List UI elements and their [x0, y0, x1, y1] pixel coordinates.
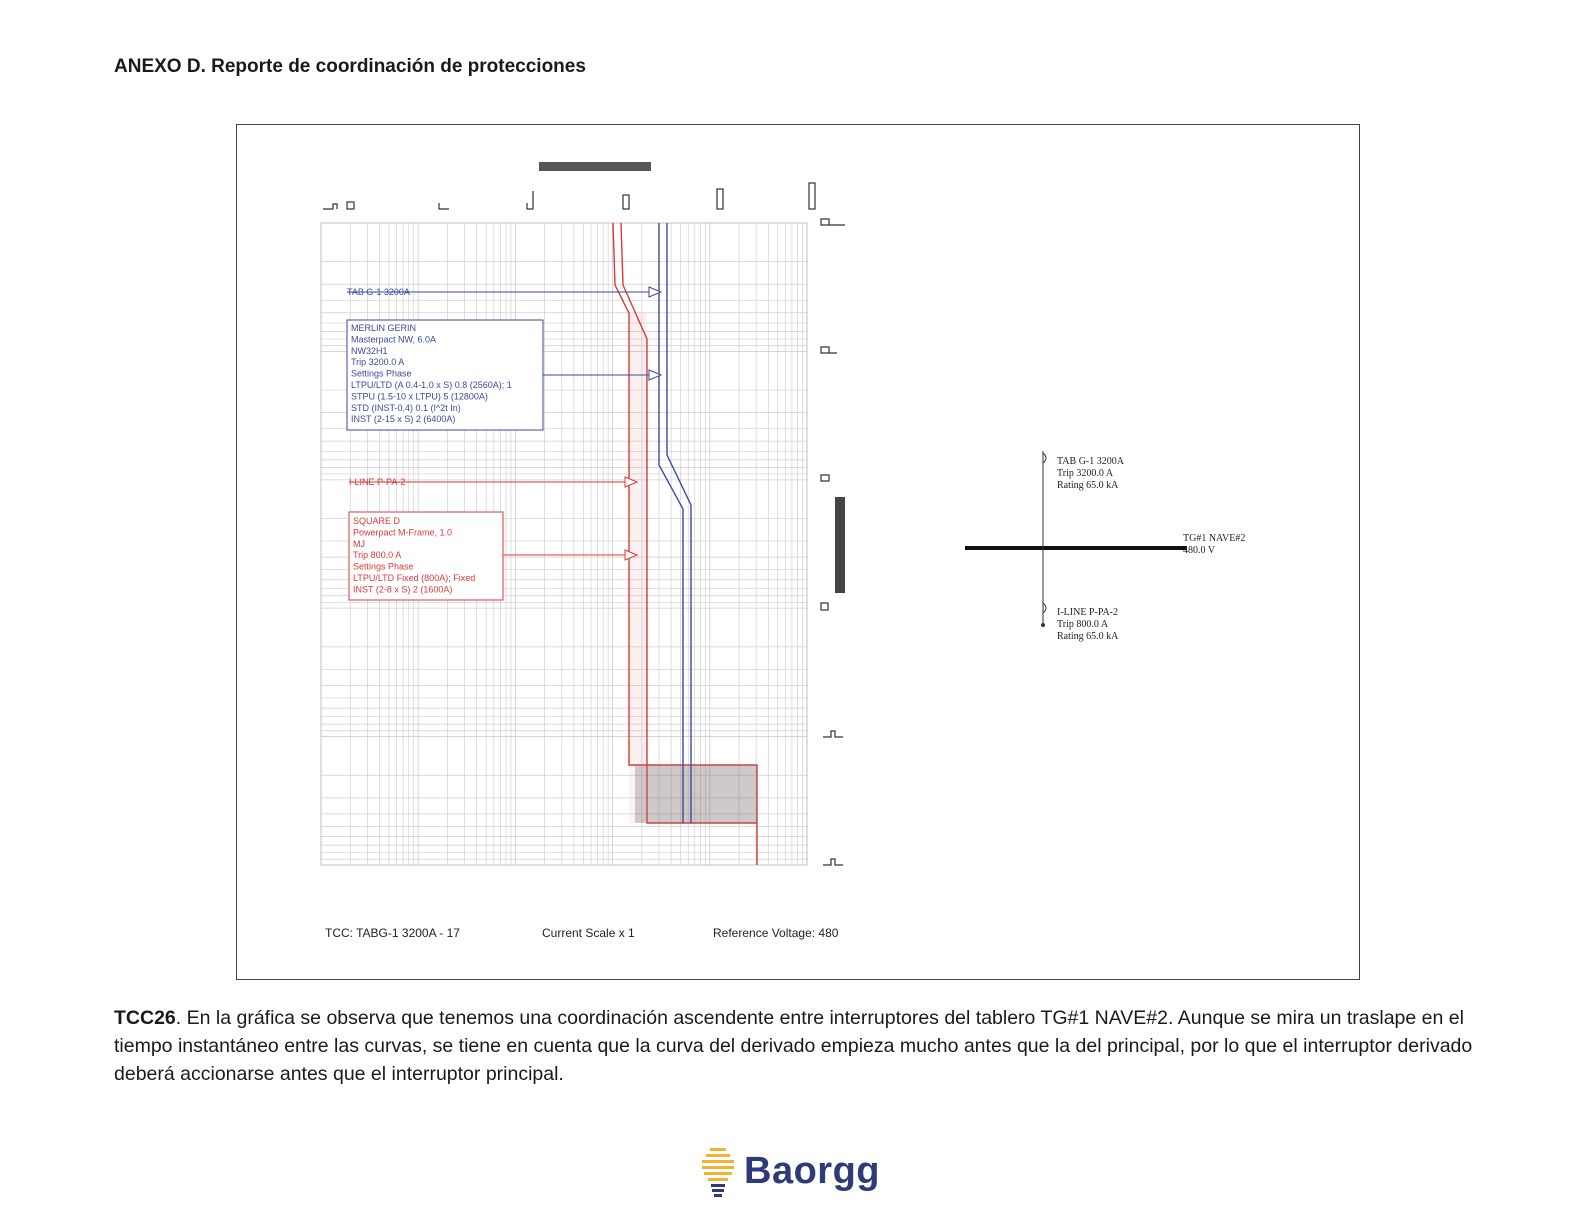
branch-breaker-setting-line: LTPU/LTD Fixed (800A); Fixed [353, 573, 475, 583]
main-breaker-symbol [1042, 452, 1047, 464]
top-axis-glyphs [323, 182, 816, 210]
current-scale: Current Scale x 1 [542, 926, 635, 940]
one-line-branch-text: Rating 65.0 kA [1057, 631, 1119, 642]
one-line-bus-text: 480.0 V [1183, 545, 1216, 556]
brand-name: Baorgg [744, 1150, 880, 1192]
overlap-zone [635, 765, 757, 823]
tcc-plot: TAB G-1 3200A I-LINE P-PA-2 MERLIN GERIN… [320, 162, 1245, 940]
main-breaker-setting-line: STPU (1.5-10 x LTPU) 5 (12800A) [351, 391, 488, 401]
caption-lead: TCC26 [114, 1007, 176, 1029]
load-terminal [1041, 623, 1045, 627]
plot-area [320, 222, 808, 866]
main-breaker-setting-line: LTPU/LTD (A 0.4-1.0 x S) 0.8 (2560A); 1 [351, 380, 512, 390]
brand-logo: Baorgg [698, 1146, 888, 1206]
branch-breaker-tag-arrow [349, 476, 639, 488]
one-line-main-text: Trip 3200.0 A [1057, 468, 1114, 479]
page-heading: ANEXO D. Reporte de coordinación de prot… [114, 56, 586, 77]
branch-instantaneous-band [629, 765, 757, 823]
one-line-main-text: TAB G-1 3200A [1057, 456, 1125, 467]
right-axis-glyphs [820, 218, 845, 866]
main-breaker-setting-line: Masterpact NW, 6.0A [351, 334, 436, 344]
main-breaker-setting-line: NW32H1 [351, 346, 388, 356]
tcc-name: TCC: TABG-1 3200A - 17 [325, 926, 460, 940]
branch-breaker-setting-line: MJ [353, 539, 365, 549]
main-breaker-setting-line: STD (INST-0.4) 0.1 (I^2t In) [351, 403, 461, 413]
reference-voltage: Reference Voltage: 480 [713, 926, 839, 940]
figure-caption: TCC26. En la gráfica se observa que tene… [114, 1004, 1494, 1088]
plot-title-garbled [539, 162, 651, 171]
branch-breaker-setting-line: Trip 800.0 A [353, 550, 401, 560]
tcc-figure: TAB G-1 3200A I-LINE P-PA-2 MERLIN GERIN… [236, 124, 1360, 980]
branch-breaker-box-arrow [503, 549, 639, 561]
branch-breaker-settings-box [348, 511, 504, 601]
one-line-main-text: Rating 65.0 kA [1057, 480, 1119, 491]
main-breaker-setting-line: INST (2-15 x S) 2 (6400A) [351, 414, 455, 424]
main-breaker-settings-box [346, 319, 544, 431]
branch-breaker-setting-line: Settings Phase [353, 562, 414, 572]
branch-breaker-symbol [1042, 602, 1047, 614]
one-line-branch-text: Trip 800.0 A [1057, 619, 1109, 630]
lightbulb-icon [702, 1148, 734, 1197]
main-breaker-box-arrow [543, 369, 663, 381]
one-line-bus-text: TG#1 NAVE#2 [1183, 533, 1245, 544]
main-breaker-tag: TAB G-1 3200A [347, 287, 410, 297]
branch-breaker-setting-line: SQUARE D [353, 516, 401, 526]
main-breaker-setting-line: Trip 3200.0 A [351, 357, 404, 367]
branch-breaker-setting-line: Powerpact M-Frame, 1.0 [353, 527, 452, 537]
main-breaker-curve [658, 223, 692, 823]
y-axis-label-garbled [835, 497, 845, 593]
main-breaker-setting-line: Settings Phase [351, 369, 412, 379]
branch-breaker-tag: I-LINE P-PA-2 [349, 477, 405, 487]
branch-breaker-curve [612, 222, 758, 865]
main-breaker-tag-arrow [347, 286, 663, 298]
branch-breaker-setting-line: INST (2-8 x S) 2 (1600A) [353, 584, 452, 594]
one-line-branch-text: I-LINE P-PA-2 [1057, 607, 1118, 618]
main-breaker-setting-line: MERLIN GERIN [351, 323, 416, 333]
branch-long-time-band [629, 313, 647, 765]
caption-text: . En la gráfica se observa que tenemos u… [114, 1007, 1473, 1085]
